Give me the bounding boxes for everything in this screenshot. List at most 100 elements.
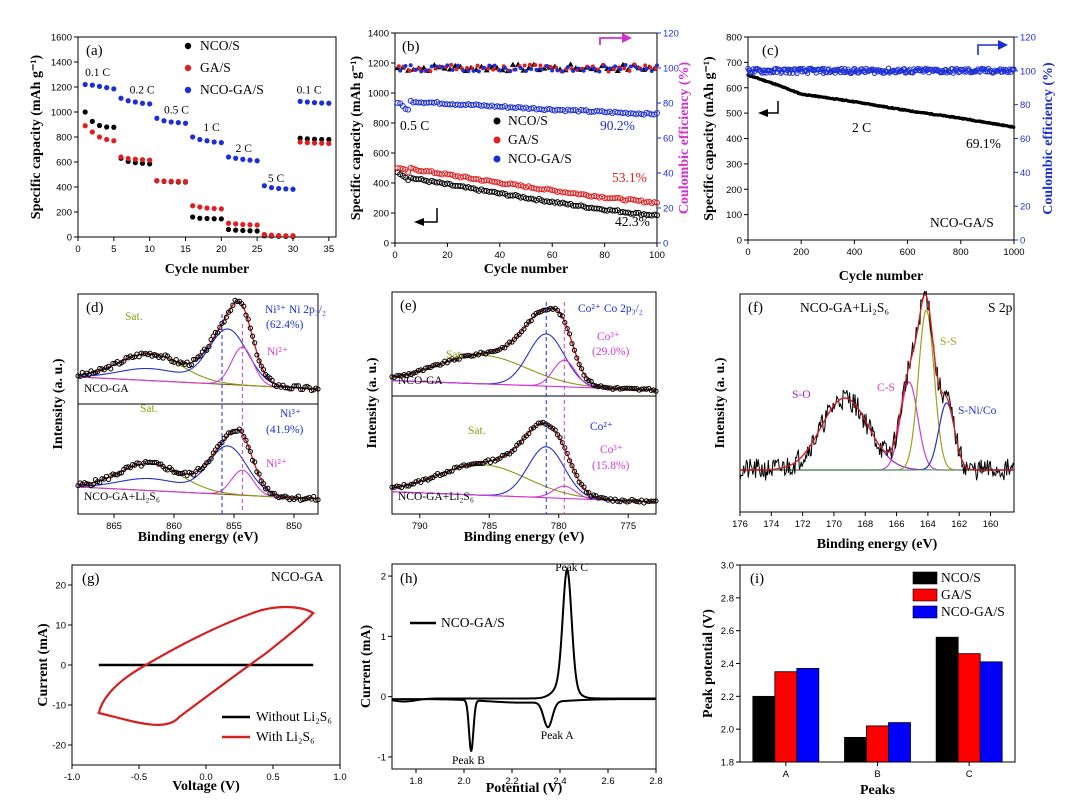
raw-data-point [612,385,618,391]
data-point-NCO/S [240,227,246,234]
raw-data-point [212,329,219,336]
raw-data-point [439,471,445,477]
data-point-NCO-GA/S [541,107,548,114]
raw-data-point [77,373,83,379]
raw-data-point [495,456,501,462]
data-point-NCO-GA/S [89,82,95,88]
panel-i: 1.8 2.0 2.2 2.4 2.6 2.8 3.0 Peak potential (V) P… [701,561,1016,798]
y2-tick-label: 80 [663,99,674,110]
raw-data-point [511,446,518,453]
raw-data-point [420,476,426,483]
raw-data-point [129,462,136,468]
raw-data-point [315,386,321,392]
raw-data-point [591,382,597,388]
efficiency-point [565,65,570,70]
data-point-GA/S [486,177,493,184]
y2-axis-title: Coulombic efficiency (%) [677,61,692,214]
data-point-GA/S [651,199,658,206]
x-tick-label: -1.0 [64,772,80,783]
x-axis-title: Cycle number [839,269,923,284]
raw-data-point [243,312,249,318]
efficiency-point [492,63,497,68]
raw-data-point [90,370,96,376]
raw-data-point [600,384,606,390]
raw-data-point [245,444,251,450]
raw-data-point [116,470,123,476]
legend-marker [493,117,501,125]
raw-data-point [586,489,592,496]
raw-data-point [228,307,234,314]
data-point-NCO/S [612,207,619,214]
capacity-arrow [766,101,779,114]
efficiency-point [465,66,470,71]
ni2-label: Ni²⁺ [266,458,287,470]
efficiency-point [749,69,755,75]
rate-label: 0.2 C [130,84,155,96]
efficiency-point [429,64,434,69]
raw-data-point [567,458,573,464]
raw-data-point [595,384,602,390]
raw-data-point [215,330,221,336]
raw-data-point [454,356,460,362]
y-tick-label: 10 [55,621,66,632]
bar-NCO/S-A [752,695,776,763]
efficiency-point [538,63,543,68]
raw-data-point [295,493,301,499]
data-point-NCO-GA/S [211,139,217,145]
legend-marker [184,86,192,94]
y-axis-title: Specific capacity (mAh g⁻¹) [29,54,44,219]
raw-data-point [586,377,592,384]
data-point-NCO-GA/S [580,107,587,114]
raw-data-point [252,459,258,465]
legend-label: GA/S [200,60,231,75]
raw-data-point [579,366,585,372]
raw-data-point [249,333,256,339]
data-point-NCO-GA/S [635,110,642,117]
raw-data-point [540,307,546,313]
raw-data-point [502,345,508,351]
data-point-NCO/S [420,177,427,184]
peak-percent: (41.9%) [266,424,304,436]
data-point-NCO-GA/S [225,154,232,160]
cv-anodic-sweep [391,566,656,703]
raw-data-point [197,353,203,359]
data-point-NCO-GA/S [204,138,210,144]
raw-data-point [576,361,582,367]
efficiency-point [628,64,633,69]
sample-label: NCO-GA/S [930,215,994,230]
raw-data-point [627,385,633,391]
satellite-label: Sat. [125,311,143,323]
y-tick-label: 1200 [51,83,72,94]
raw-data-point [550,306,556,312]
y-tick-label: 3.0 [721,561,734,572]
x-tick-label: 600 [900,247,916,258]
x-tick-label: 800 [953,247,969,258]
raw-data-point [204,347,210,353]
y-tick-label: 600 [726,83,742,94]
data-point-NCO-GA/S [654,110,660,117]
raw-data-point [463,463,469,469]
y-tick-label: 200 [373,209,389,220]
x-tick-label: 400 [846,247,862,258]
raw-data-point [552,427,558,433]
data-point-GA/S [549,187,556,194]
raw-data-point [631,498,638,504]
efficiency-point [623,62,628,67]
raw-data-point [600,495,606,501]
raw-data-point [444,468,450,475]
x-tick-label: 855 [226,521,242,532]
data-point-NCO-GA/S [254,158,260,164]
data-point-GA/S [614,194,621,201]
raw-data-point [210,333,216,339]
data-point-NCO-GA/S [261,183,267,189]
sample-label: NCO-GA+Li₂S₆ [398,491,474,503]
raw-data-point [478,349,484,355]
bar-GA/S-B [866,725,889,763]
y-tick-label: 2.2 [721,692,734,703]
raw-data-point [394,373,400,379]
data-point-NCO-GA/S [190,134,196,140]
data-point-NCO/S [564,201,571,208]
data-point-NCO/S [204,215,210,222]
raw-data-point [411,370,417,376]
y2-tick-label: 100 [1020,66,1036,77]
